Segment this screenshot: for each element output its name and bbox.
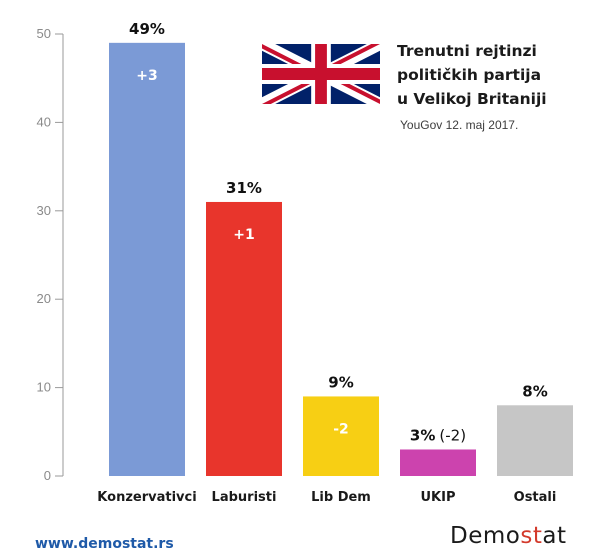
change-label: -2 bbox=[333, 421, 349, 437]
value-label-text: 49% bbox=[129, 20, 165, 38]
chart-title-line-3: u Velikoj Britaniji bbox=[397, 90, 547, 108]
change-label: +1 bbox=[233, 227, 254, 243]
y-axis: 0 10 20 30 40 50 bbox=[37, 26, 64, 483]
category-label: Ostali bbox=[514, 490, 557, 505]
category-label: Konzervativci bbox=[97, 490, 196, 505]
bar bbox=[400, 449, 476, 476]
y-tick-label: 0 bbox=[44, 468, 51, 483]
value-label: 49% bbox=[129, 20, 165, 38]
category-labels: Konzervativci Laburisti Lib Dem UKIP Ostali bbox=[97, 490, 556, 505]
category-label: Laburisti bbox=[212, 490, 277, 505]
value-label: 31% bbox=[226, 179, 262, 197]
brand-end: at bbox=[542, 523, 567, 549]
bar bbox=[497, 405, 573, 476]
footer-url: www.demostat.rs bbox=[35, 536, 174, 552]
value-label: 8% bbox=[522, 382, 547, 400]
brand-main: Demo bbox=[450, 523, 521, 549]
bar bbox=[206, 201, 282, 476]
category-label: UKIP bbox=[421, 490, 456, 505]
value-label-text: 31% bbox=[226, 179, 262, 197]
value-label: 3% (-2) bbox=[410, 426, 466, 444]
bar bbox=[109, 42, 185, 477]
value-label-text: 9% bbox=[328, 373, 353, 391]
chart-source: YouGov 12. maj 2017. bbox=[400, 118, 518, 132]
y-tick-label: 40 bbox=[37, 114, 51, 129]
value-note: (-2) bbox=[439, 426, 466, 444]
chart-title-line-1: Trenutni rejtinzi bbox=[397, 42, 537, 60]
value-label-text: 3% bbox=[410, 426, 435, 444]
category-label: Lib Dem bbox=[311, 490, 371, 505]
value-label: 9% bbox=[328, 373, 353, 391]
y-tick-label: 10 bbox=[37, 380, 51, 395]
y-tick-label: 20 bbox=[37, 291, 51, 306]
bar-chart: 0 10 20 30 40 50 49% +3 31% +1 9% -2 3% (-2) 8% Konze… bbox=[37, 20, 573, 505]
chart-title-line-2: političkih partija bbox=[397, 66, 541, 84]
y-tick-label: 50 bbox=[37, 26, 51, 41]
value-label-text: 8% bbox=[522, 382, 547, 400]
bars: 49% +3 31% +1 9% -2 3% (-2) 8% bbox=[109, 20, 573, 477]
brand-accent: st bbox=[520, 523, 543, 549]
brand-logo: Demostat bbox=[450, 523, 566, 549]
change-label: +3 bbox=[136, 68, 157, 84]
uk-flag-icon bbox=[262, 44, 380, 104]
bar bbox=[303, 396, 379, 476]
y-tick-label: 30 bbox=[37, 203, 51, 218]
